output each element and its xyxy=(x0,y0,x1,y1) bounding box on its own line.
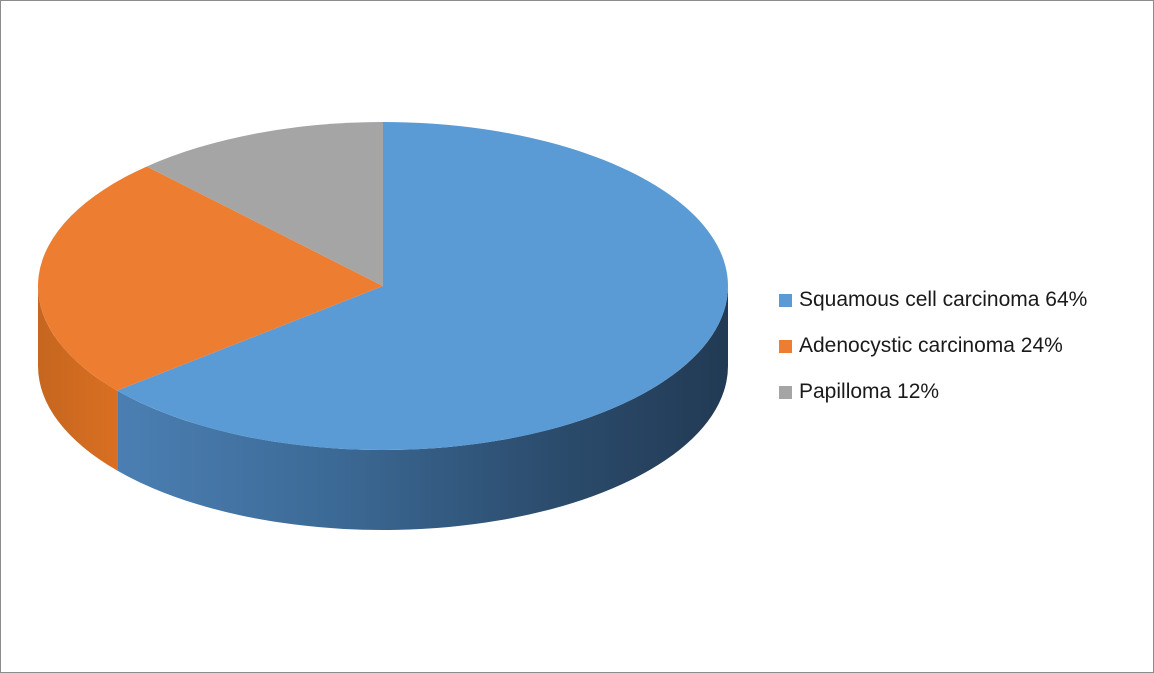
legend-item-papilloma: Papilloma 12% xyxy=(779,369,1087,415)
legend-swatch-papilloma xyxy=(779,385,792,399)
legend-item-adenocystic: Adenocystic carcinoma 24% xyxy=(779,323,1087,369)
legend-item-squamous: Squamous cell carcinoma 64% xyxy=(779,277,1087,323)
legend-swatch-squamous xyxy=(779,293,792,307)
pie-slice-papilloma xyxy=(146,122,383,286)
pie-slice-adenocystic xyxy=(38,166,384,391)
legend-label-papilloma: Papilloma 12% xyxy=(799,380,940,403)
pie-slice-squamous xyxy=(117,122,729,451)
pie-side-squamous xyxy=(117,286,729,530)
legend-swatch-adenocystic xyxy=(779,339,792,353)
legend: Squamous cell carcinoma 64% Adenocystic … xyxy=(779,277,1087,415)
legend-label-adenocystic: Adenocystic carcinoma 24% xyxy=(799,334,1063,357)
legend-label-squamous: Squamous cell carcinoma 64% xyxy=(799,288,1088,311)
pie-side-adenocystic xyxy=(38,286,118,471)
